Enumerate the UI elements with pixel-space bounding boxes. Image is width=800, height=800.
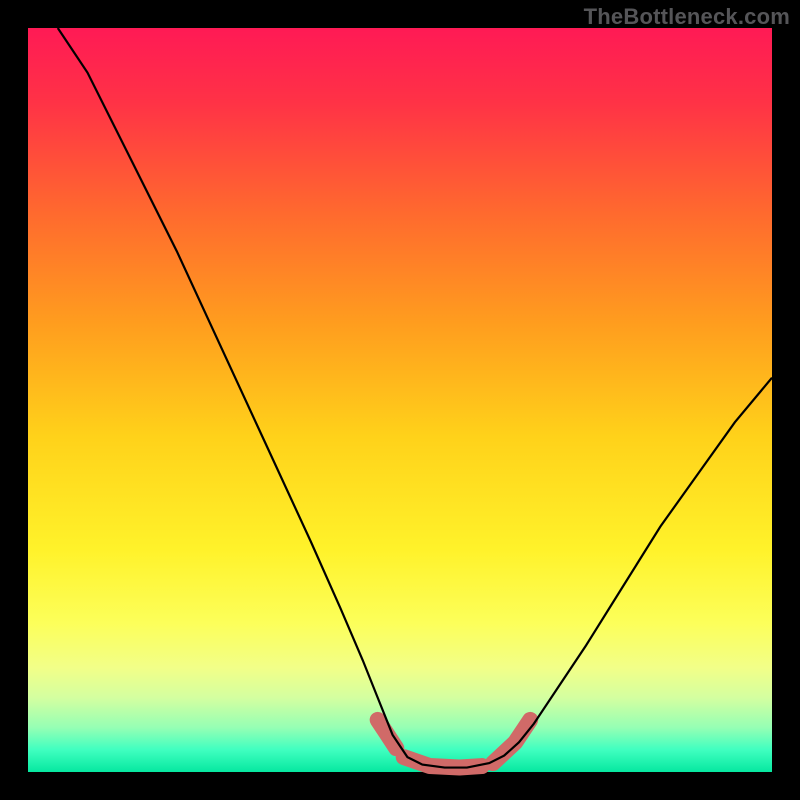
plot-background bbox=[28, 28, 772, 772]
watermark-label: TheBottleneck.com bbox=[584, 4, 790, 30]
bottleneck-chart bbox=[0, 0, 800, 800]
chart-frame: TheBottleneck.com bbox=[0, 0, 800, 800]
